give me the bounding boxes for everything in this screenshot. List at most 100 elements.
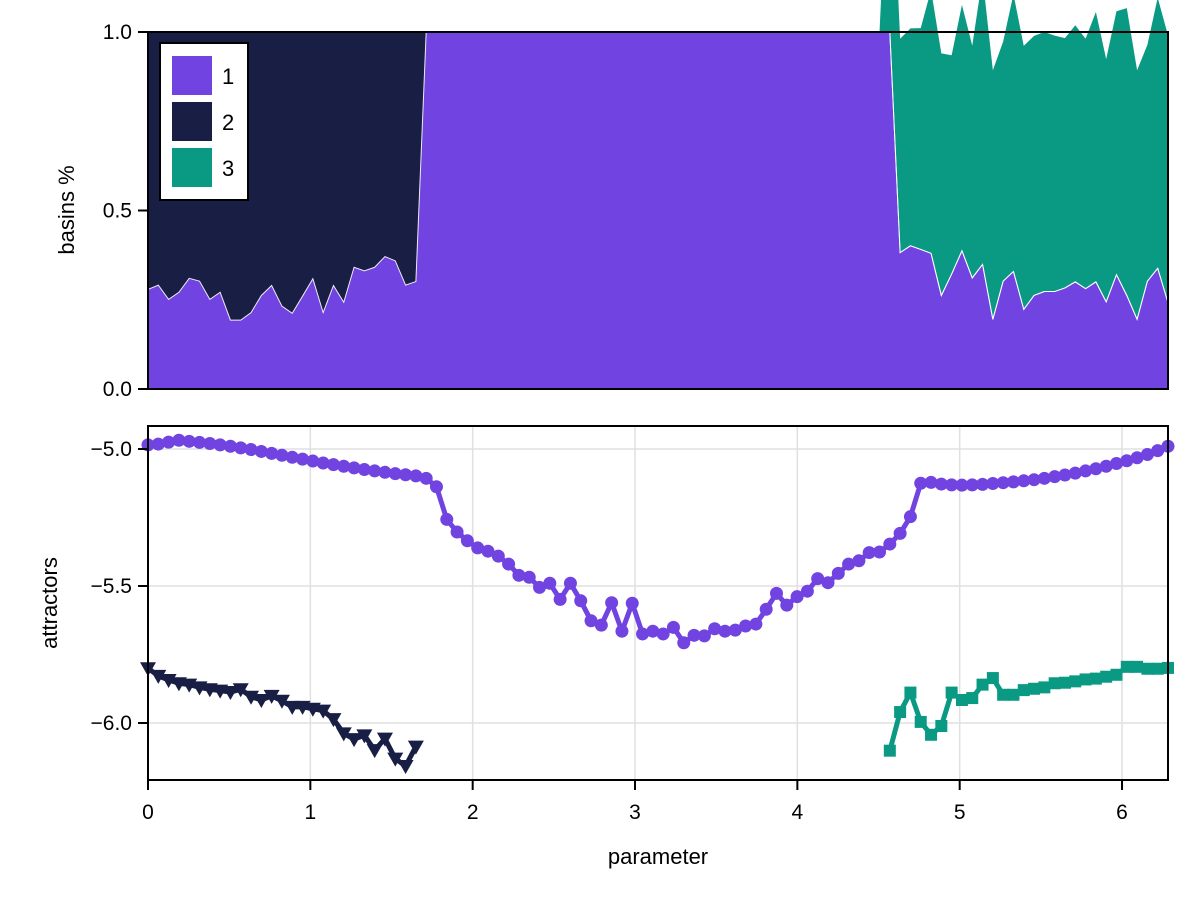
square-marker (1100, 670, 1113, 683)
basins-panel: 0.0 0.5 1.0 basins % 1 2 3 (54, 0, 1169, 401)
triangle-marker (387, 752, 404, 767)
circle-marker (399, 468, 413, 482)
square-marker (935, 720, 948, 733)
square-marker (945, 686, 958, 699)
triangle-marker (315, 704, 332, 719)
x-tick-label: 3 (629, 801, 641, 824)
circle-marker (306, 454, 320, 468)
circle-marker (193, 435, 207, 449)
circle-marker (533, 580, 547, 594)
y-tick-label: −5.5 (91, 575, 132, 598)
circle-marker (1058, 468, 1072, 482)
circle-marker (862, 546, 876, 560)
basins-y-axis-label: basins % (54, 165, 79, 254)
square-marker (986, 672, 999, 685)
circle-marker (1048, 470, 1062, 484)
circle-marker (790, 590, 804, 604)
square-marker (925, 728, 938, 741)
circle-marker (223, 439, 237, 453)
circle-marker (460, 534, 474, 548)
square-marker (1058, 676, 1071, 689)
circle-marker (811, 572, 825, 586)
circle-marker (800, 584, 814, 598)
square-marker (1038, 681, 1051, 694)
square-marker (997, 688, 1010, 701)
attractors-y-axis: −5.0 −5.5 −6.0 (91, 438, 148, 735)
circle-marker (666, 620, 680, 634)
circle-marker (574, 594, 588, 608)
triangle-marker (376, 732, 393, 747)
circle-marker (522, 570, 536, 584)
circle-marker (769, 586, 783, 600)
circle-marker (172, 433, 186, 447)
square-marker (914, 715, 927, 728)
circle-marker (388, 467, 402, 481)
circle-marker (852, 554, 866, 568)
circle-marker (1017, 474, 1031, 488)
circle-marker (594, 618, 608, 632)
circle-marker (1079, 464, 1093, 478)
attractors-x-axis-label: parameter (608, 844, 708, 869)
y-tick-label: −5.0 (91, 438, 132, 461)
circle-marker (584, 614, 598, 628)
circle-marker (1109, 457, 1123, 471)
circle-marker (708, 622, 722, 636)
triangle-marker (346, 733, 363, 748)
circle-marker (450, 525, 464, 539)
basin-area-3 (148, 0, 1168, 320)
attractor-series-1 (141, 433, 1175, 650)
attractor-series-3 (883, 660, 1174, 757)
circle-marker (842, 557, 856, 571)
square-marker (904, 686, 917, 699)
circle-marker (512, 568, 526, 582)
y-tick-label: 0.0 (103, 378, 132, 401)
circle-marker (914, 476, 928, 490)
basin-area-2 (148, 32, 1168, 321)
basins-stacked-areas (148, 0, 1168, 389)
basin-area-1 (148, 32, 1168, 389)
circle-marker (996, 476, 1010, 490)
circle-marker (151, 437, 165, 451)
circle-marker (1140, 447, 1154, 461)
circle-marker (687, 628, 701, 642)
circle-marker (409, 469, 423, 483)
triangle-marker (325, 713, 342, 728)
y-tick-label: 1.0 (103, 21, 132, 44)
attractors-series (140, 433, 1175, 775)
circle-marker (296, 452, 310, 466)
triangle-marker (273, 694, 290, 709)
legend-label-3: 3 (222, 156, 234, 181)
circle-marker (728, 623, 742, 637)
circle-marker (285, 450, 299, 464)
circle-marker (244, 443, 258, 457)
legend-label-1: 1 (222, 64, 234, 89)
circle-marker (1120, 454, 1134, 468)
circle-marker (1099, 459, 1113, 473)
triangle-marker (284, 700, 301, 715)
circle-marker (357, 463, 371, 477)
circle-marker (893, 526, 907, 540)
circle-marker (646, 624, 660, 638)
circle-marker (234, 441, 248, 455)
triangle-marker (397, 760, 414, 775)
circle-marker (1089, 462, 1103, 476)
square-marker (883, 744, 896, 757)
circle-marker (718, 624, 732, 638)
square-marker (1141, 662, 1154, 675)
circle-marker (337, 459, 351, 473)
square-marker (1048, 677, 1061, 690)
circle-marker (429, 480, 443, 494)
y-tick-label: 0.5 (103, 200, 132, 223)
x-tick-label: 1 (304, 801, 316, 824)
x-tick-label: 0 (142, 801, 154, 824)
circle-marker (976, 477, 990, 491)
circle-marker (162, 435, 176, 449)
x-tick-label: 6 (1116, 801, 1128, 824)
square-marker (894, 706, 907, 719)
circle-marker (697, 629, 711, 643)
circle-marker (347, 461, 361, 475)
circle-marker (831, 566, 845, 580)
circle-marker (873, 545, 887, 559)
circle-marker (1006, 475, 1020, 489)
